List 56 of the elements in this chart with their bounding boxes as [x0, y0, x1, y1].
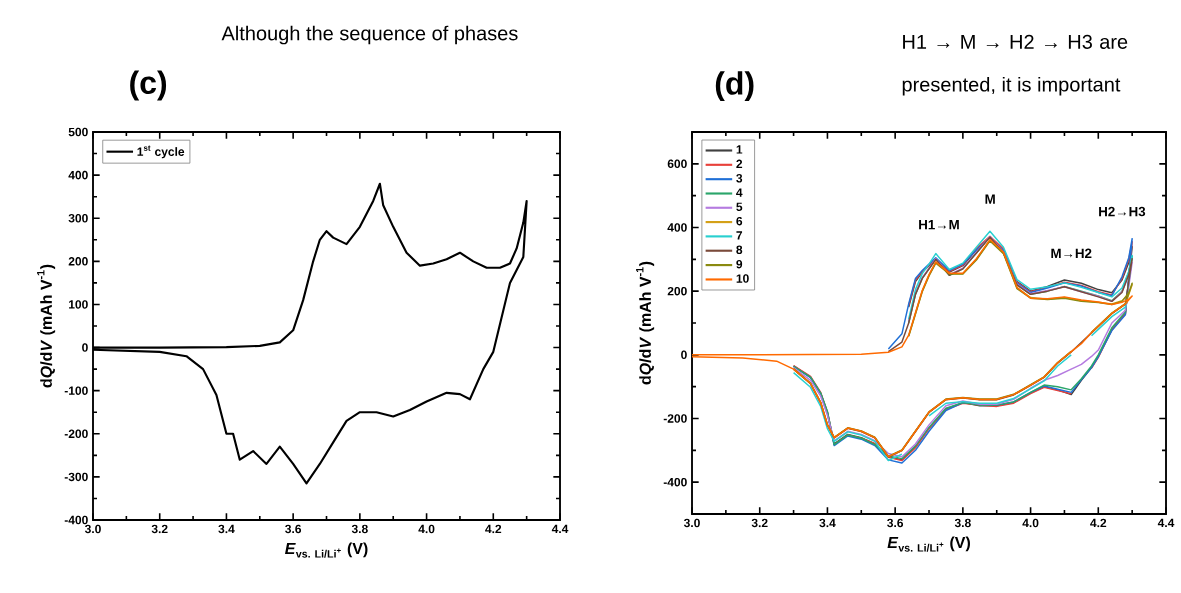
y-tick-label: -300: [64, 472, 88, 482]
legend-label: 4: [736, 188, 743, 197]
y-axis-title: $\text{\bfseries d}\textbf{\textit{Q}}\text{\bfseries /d}\textbf{\textit{V}}\ \text{\bfseries (mAh V}^{\text{\bfseries -1}}\text{\bfseries )}$: [636, 261, 655, 385]
x-tick-label: 3.2: [751, 518, 768, 528]
y-tick-label: 200: [667, 286, 687, 296]
legend-label: 5: [736, 202, 743, 212]
y-tick-label: 0: [681, 350, 687, 360]
x-tick-label: 3.8: [954, 518, 971, 528]
x-tick-label: 4.0: [1022, 518, 1039, 528]
x-tick-label: 3.0: [84, 524, 101, 534]
y-tick-label: 400: [667, 223, 687, 232]
x-tick-label: 3.2: [151, 524, 168, 534]
y-tick-label: 300: [68, 213, 88, 223]
x-tick-label: 3.4: [218, 524, 235, 534]
annotation: M→H2: [1051, 248, 1092, 258]
legend-label: 1$^{st}$ cycle: [137, 145, 185, 159]
y-tick-label: 600: [667, 159, 687, 169]
x-tick-label: 4.2: [1090, 518, 1107, 528]
x-tick-label: 4.4: [1157, 518, 1175, 527]
x-tick-label: 3.0: [683, 518, 700, 528]
x-tick-label: 3.6: [887, 518, 904, 528]
y-tick-label: 0: [82, 343, 88, 352]
y-tick-label: -400: [663, 477, 687, 487]
text: Although the sequence of phases: [221, 25, 518, 45]
x-axis-title: $\textbf{\textit{E}}_{\text{\bfseries vs. Li/Li}^{\text{\bfseries +}}}\ \text{\bfseries (V)}$: [285, 542, 368, 558]
x-tick-label: 4.0: [418, 524, 435, 534]
x-tick-label: 4.4: [551, 524, 569, 533]
x-tick-label: 3.8: [351, 524, 368, 534]
legend-label: 3: [736, 173, 743, 183]
annotation: H2→H3: [1099, 206, 1146, 217]
x-tick-label: 3.6: [285, 524, 302, 534]
x-tick-label: 3.4: [819, 518, 836, 528]
text: H1 → M → H2 → H3 are presented, it is important: [902, 34, 1128, 96]
y-tick-label: 500: [68, 127, 88, 137]
legend-label: 1: [736, 145, 743, 154]
x-tick-label: 4.2: [485, 524, 502, 534]
y-tick-label: -400: [64, 515, 88, 525]
annotation: H1→M: [919, 220, 959, 230]
x-axis-title: $\textbf{\textit{E}}_{\text{\bfseries vs. Li/Li}^{\text{\bfseries +}}}\ \text{\bfseries (V)}$: [887, 536, 970, 552]
y-tick-label: 400: [68, 170, 88, 180]
y-tick-label: 100: [69, 300, 88, 309]
line-series: [691, 238, 1133, 458]
legend-label: 2: [736, 159, 743, 168]
legend-label: 6: [736, 216, 743, 226]
y-tick-label: -200: [64, 429, 88, 439]
legend-label: 7: [736, 231, 743, 240]
legend-label: 8: [736, 245, 743, 255]
legend-label: 9: [736, 259, 743, 269]
chart-title: (d): [715, 71, 754, 102]
legend-label: 10: [736, 274, 749, 283]
y-tick-label: -200: [663, 414, 687, 423]
y-tick-label: 200: [68, 257, 88, 266]
y-axis-title: $\text{\bfseries d}\textbf{\textit{Q}}\text{\bfseries /d}\textbf{\textit{V}}\ \text{\bfseries (mAh V}^{\text{\bfseries -1}}\text{\bfseries )}$: [37, 264, 56, 388]
y-tick-label: -100: [64, 386, 88, 395]
chart-title: (c): [130, 70, 167, 101]
annotation: M: [985, 194, 995, 204]
